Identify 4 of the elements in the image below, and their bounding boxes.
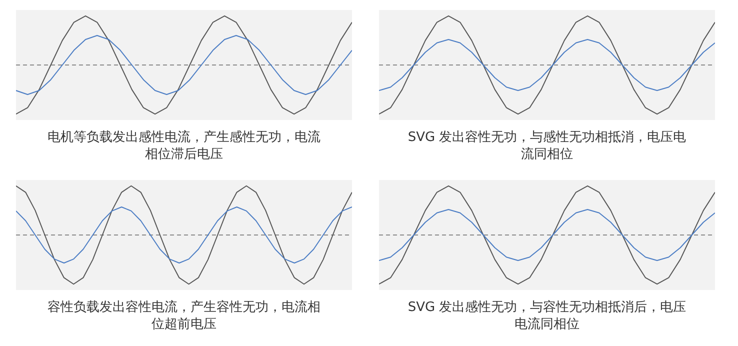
text: 容性负载发出容性电流，产生容性无功，电流相位超前电压: [46, 299, 322, 333]
text: 电机等负载发出感性电流，产生感性无功，电流相位滞后电压: [46, 129, 322, 163]
text: SVG 发出感性无功，与容性无功相抵消后，电压电流同相位: [407, 299, 687, 333]
text: SVG 发出容性无功，与感性无功相抵消，电压电流同相位: [407, 129, 687, 163]
